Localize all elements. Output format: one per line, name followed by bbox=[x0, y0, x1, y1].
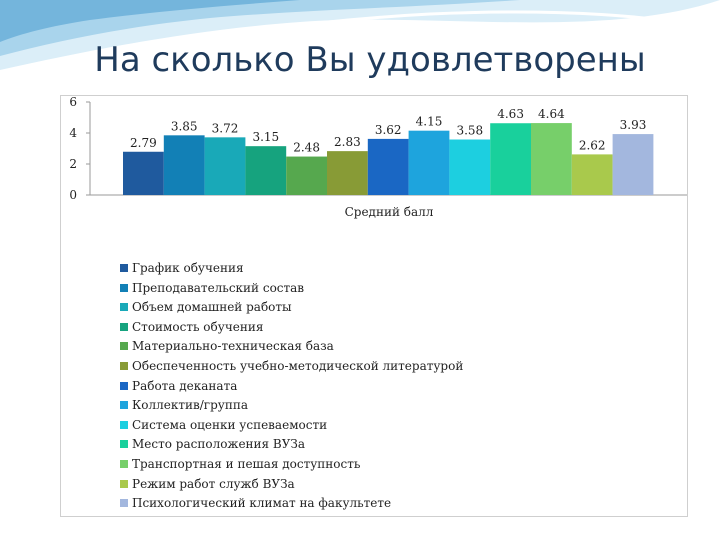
y-tick-label-2: 2 bbox=[69, 157, 77, 171]
data-label-12: 2.62 bbox=[579, 138, 606, 152]
data-label-3: 3.72 bbox=[212, 121, 239, 135]
bar-chart: 0 2 4 6 2.79 3.85 3.72 3.15 2.48 2.83 3.62 4.15 3.58… bbox=[69, 96, 687, 219]
legend-item: Обеспеченность учебно-методической литер… bbox=[120, 357, 463, 377]
legend-item: Режим работ служб ВУЗа bbox=[120, 475, 463, 495]
legend-label: Обеспеченность учебно-методической литер… bbox=[132, 358, 464, 373]
legend-label: Материально-техническая база bbox=[132, 339, 334, 354]
legend-item: Материально-техническая база bbox=[120, 337, 463, 357]
y-tick-label-0: 0 bbox=[69, 188, 77, 202]
legend-item: График обучения bbox=[120, 259, 463, 279]
bar-1 bbox=[123, 151, 164, 195]
bar-4 bbox=[245, 146, 287, 195]
chart-legend: График обучения Преподавательский состав О… bbox=[120, 259, 463, 514]
chart-frame: 0 2 4 6 2.79 3.85 3.72 3.15 2.48 2.83 3.62 4.15 3.58… bbox=[60, 95, 688, 517]
data-label-7: 3.62 bbox=[375, 123, 402, 137]
legend-swatch bbox=[120, 361, 128, 370]
data-label-2: 3.85 bbox=[171, 119, 198, 133]
legend-swatch bbox=[120, 342, 128, 351]
legend-item: Транспортная и пешая доступность bbox=[120, 455, 463, 475]
legend-swatch bbox=[120, 479, 128, 488]
data-label-13: 3.93 bbox=[620, 118, 647, 132]
legend-label: Работа деканата bbox=[132, 378, 238, 393]
legend-label: Место расположения ВУЗа bbox=[132, 437, 306, 452]
legend-swatch bbox=[120, 440, 128, 449]
header-swoosh-decoration bbox=[0, 0, 720, 86]
bar-11 bbox=[531, 123, 572, 195]
data-label-1: 2.79 bbox=[130, 136, 157, 150]
legend-item: Стоимость обучения bbox=[120, 318, 463, 338]
legend-label: Объем домашней работы bbox=[132, 300, 292, 315]
y-tick-label-6: 6 bbox=[69, 96, 77, 109]
legend-item: Психологический климат на факультете bbox=[120, 494, 463, 514]
bar-3 bbox=[204, 137, 246, 195]
legend-label: Преподавательский состав bbox=[132, 280, 305, 295]
bar-8 bbox=[408, 130, 450, 195]
data-label-4: 3.15 bbox=[252, 130, 279, 144]
legend-label: Стоимость обучения bbox=[132, 319, 264, 334]
legend-label: График обучения bbox=[132, 261, 244, 275]
bar-6 bbox=[327, 151, 368, 195]
legend-label: Коллектив/группа bbox=[132, 398, 248, 413]
bar-9 bbox=[449, 139, 491, 195]
bar-10 bbox=[490, 123, 531, 195]
legend-item: Система оценки успеваемости bbox=[120, 416, 463, 436]
swoosh-band-dark bbox=[0, 0, 300, 42]
bar-5 bbox=[286, 156, 327, 195]
legend-swatch bbox=[120, 401, 128, 410]
legend-item: Объем домашней работы bbox=[120, 298, 463, 318]
legend-swatch bbox=[120, 459, 128, 468]
data-label-8: 4.15 bbox=[416, 115, 443, 129]
legend-item: Место расположения ВУЗа bbox=[120, 435, 463, 455]
legend-swatch bbox=[120, 322, 128, 331]
legend-swatch bbox=[120, 303, 128, 312]
legend-swatch bbox=[120, 283, 128, 292]
bar-7 bbox=[367, 138, 409, 195]
legend-label: Система оценки успеваемости bbox=[132, 417, 328, 432]
legend-swatch bbox=[120, 420, 128, 429]
y-tick-label-4: 4 bbox=[69, 126, 77, 140]
legend-swatch bbox=[120, 264, 128, 272]
legend-swatch bbox=[120, 499, 128, 508]
x-axis-label: Средний балл bbox=[345, 205, 434, 219]
legend-item: Работа деканата bbox=[120, 377, 463, 397]
data-label-5: 2.48 bbox=[293, 141, 320, 155]
bar-12 bbox=[571, 154, 613, 195]
swoosh-line bbox=[0, 10, 720, 86]
legend-label: Транспортная и пешая доступность bbox=[132, 456, 361, 471]
bar-2 bbox=[163, 135, 205, 195]
legend-item: Коллектив/группа bbox=[120, 396, 463, 416]
data-label-10: 4.63 bbox=[497, 107, 524, 121]
legend-label: Психологический климат на факультете bbox=[132, 496, 392, 511]
data-label-6: 2.83 bbox=[334, 135, 361, 149]
page-title: На сколько Вы удовлетворены bbox=[94, 40, 646, 80]
bar-13 bbox=[612, 134, 654, 195]
data-label-9: 3.58 bbox=[456, 124, 483, 138]
legend-label: Режим работ служб ВУЗа bbox=[132, 476, 295, 491]
legend-swatch bbox=[120, 381, 128, 390]
data-label-11: 4.64 bbox=[538, 107, 565, 121]
legend-item: Преподавательский состав bbox=[120, 279, 463, 299]
